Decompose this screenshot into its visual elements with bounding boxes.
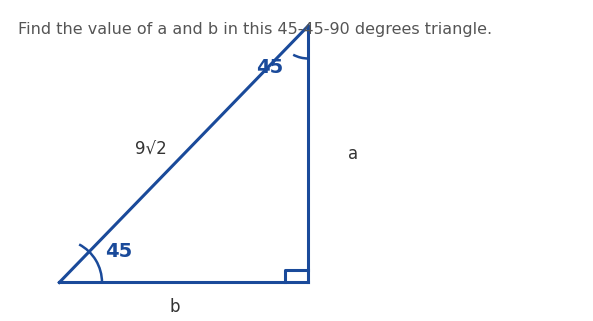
Text: 45: 45	[256, 58, 283, 77]
Text: 45: 45	[105, 242, 132, 262]
Text: b: b	[170, 298, 180, 316]
Text: a: a	[347, 145, 358, 163]
Text: 9√2: 9√2	[135, 140, 167, 158]
Text: Find the value of a and b in this 45-45-90 degrees triangle.: Find the value of a and b in this 45-45-…	[18, 22, 492, 38]
